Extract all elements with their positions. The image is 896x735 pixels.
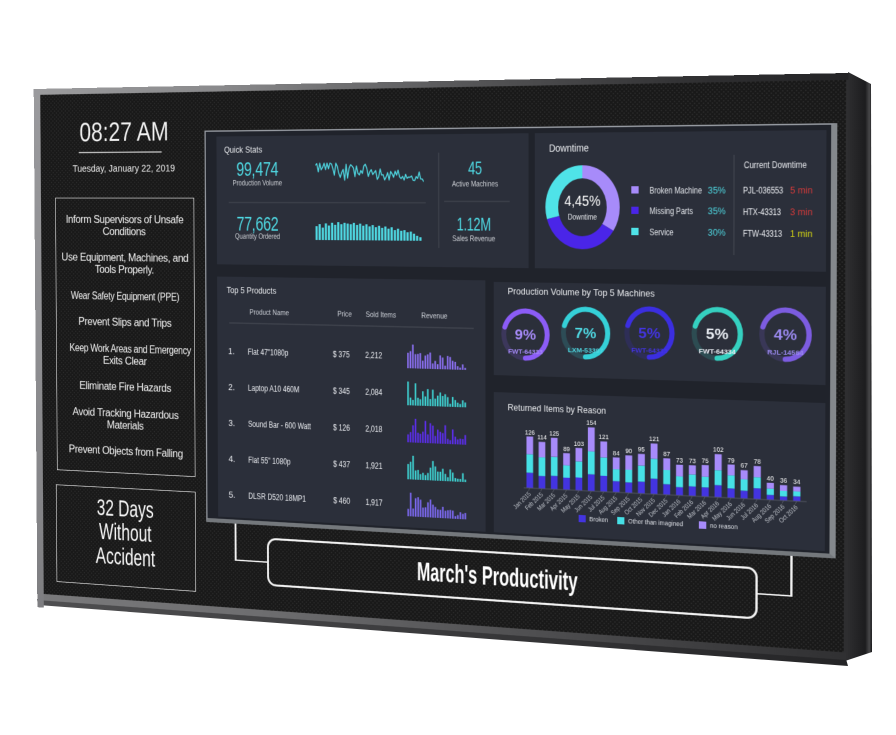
svg-text:5%: 5%: [638, 324, 661, 342]
svg-text:5%: 5%: [706, 325, 729, 343]
svg-text:RJL-14564: RJL-14564: [767, 350, 804, 358]
svg-text:125: 125: [549, 431, 559, 438]
svg-text:40: 40: [767, 476, 774, 483]
svg-text:Other than imagined: Other than imagined: [628, 518, 683, 528]
svg-text:34: 34: [793, 480, 800, 487]
svg-text:73: 73: [689, 458, 696, 465]
svg-text:7%: 7%: [575, 324, 597, 342]
svg-text:Downtime: Downtime: [568, 213, 598, 222]
svg-text:121: 121: [649, 437, 659, 444]
svg-text:121: 121: [599, 435, 609, 442]
svg-text:FWT-64334: FWT-64334: [699, 349, 737, 357]
svg-text:FWT-64333: FWT-64333: [508, 349, 543, 357]
svg-text:102: 102: [713, 447, 724, 454]
svg-text:no reason: no reason: [710, 523, 738, 532]
svg-text:114: 114: [537, 435, 547, 442]
svg-text:89: 89: [563, 446, 570, 453]
svg-text:9%: 9%: [515, 326, 537, 344]
svg-text:4%: 4%: [774, 325, 798, 343]
svg-text:79: 79: [728, 457, 735, 464]
svg-text:73: 73: [676, 458, 683, 465]
svg-text:75: 75: [702, 458, 709, 465]
svg-text:LXM-53397: LXM-53397: [568, 348, 604, 356]
svg-text:67: 67: [741, 463, 748, 470]
svg-text:87: 87: [663, 451, 670, 458]
svg-text:154: 154: [586, 420, 596, 427]
svg-text:90: 90: [625, 448, 632, 455]
svg-text:4,45%: 4,45%: [564, 192, 600, 209]
svg-text:103: 103: [574, 441, 584, 448]
svg-text:126: 126: [525, 430, 535, 437]
svg-text:Broken: Broken: [589, 516, 608, 524]
svg-text:84: 84: [613, 450, 620, 457]
svg-text:FWT-64333: FWT-64333: [631, 348, 668, 356]
svg-text:95: 95: [638, 447, 645, 454]
svg-text:36: 36: [780, 478, 787, 485]
svg-text:78: 78: [754, 459, 761, 466]
